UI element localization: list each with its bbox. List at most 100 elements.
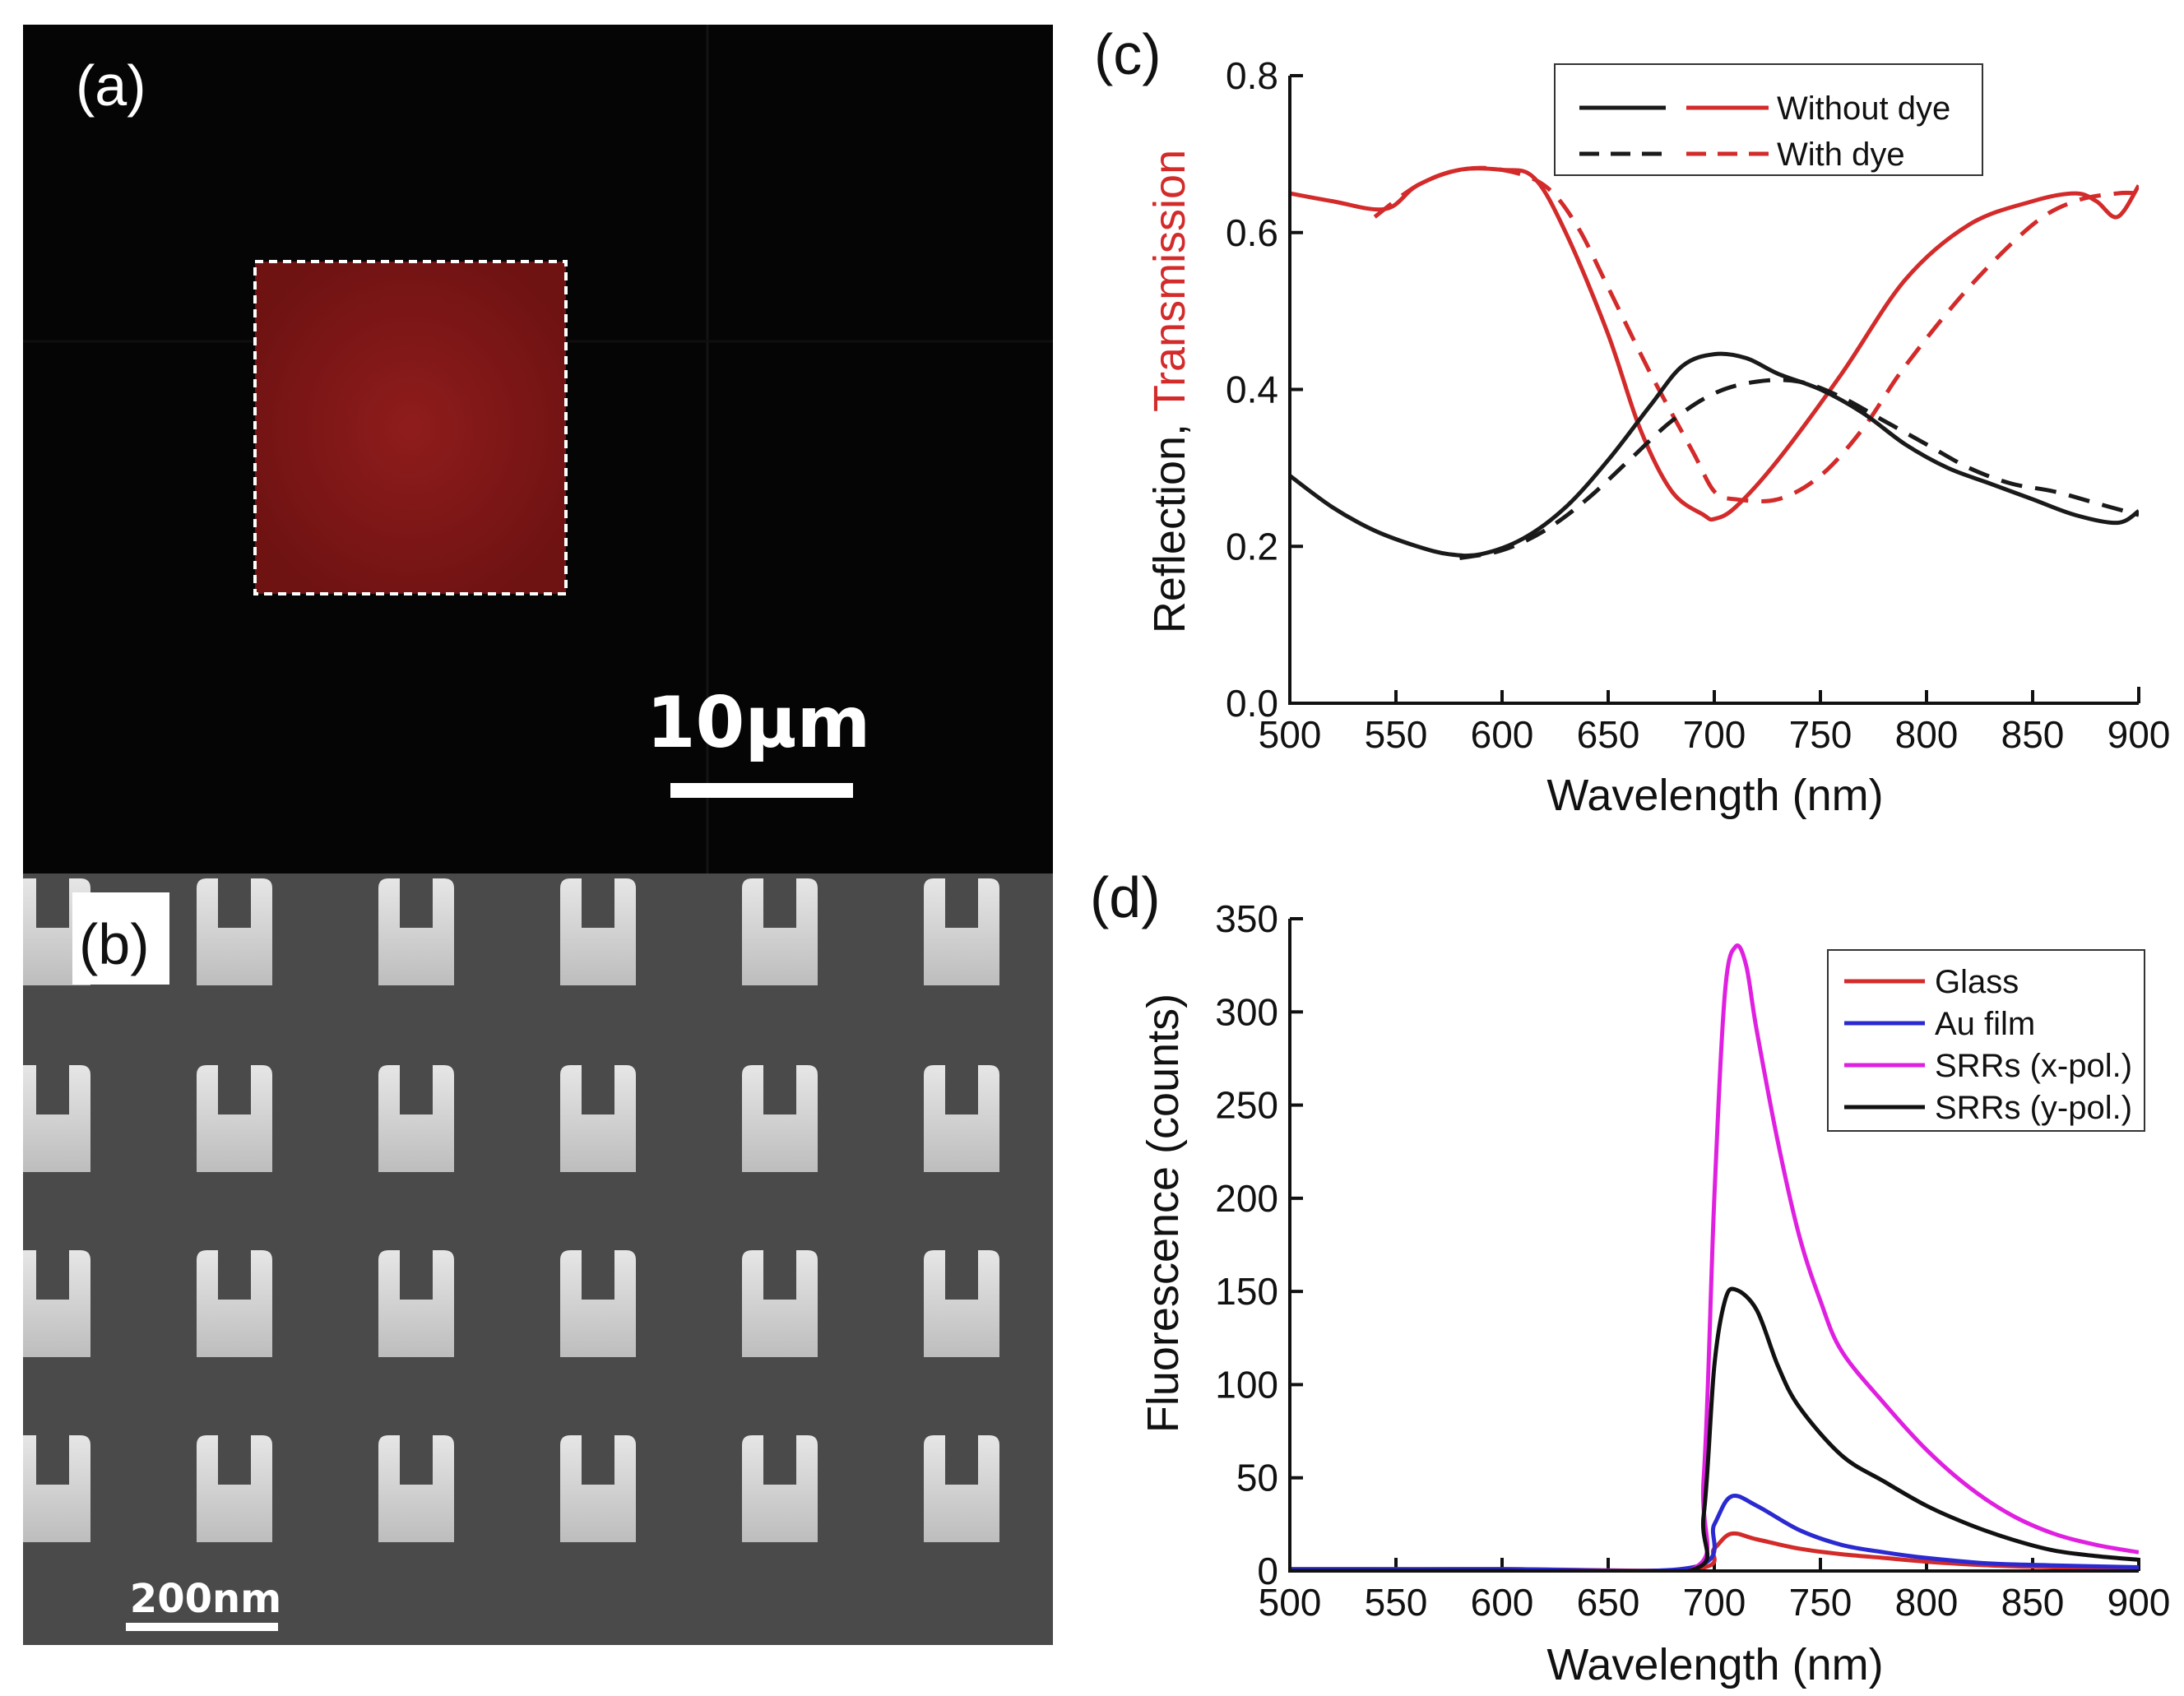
srr-element: [742, 1065, 818, 1172]
x-tick-label: 750: [1789, 1581, 1852, 1624]
panel-a: (a) 10μm: [23, 25, 1053, 873]
chart-d-y-axis-title: Fluorescence (counts): [1138, 994, 1188, 1433]
srr-element: [23, 1435, 90, 1542]
x-tick-label: 800: [1895, 713, 1959, 756]
srr-element: [197, 1250, 272, 1357]
x-tick-label: 650: [1577, 713, 1640, 756]
series-line-reflection-with-dye: [1458, 378, 2139, 561]
y-tick-label: 200: [1215, 1177, 1278, 1220]
srr-element: [924, 878, 999, 985]
series-line-transmission-with-dye: [1373, 165, 2139, 504]
chart-c-y-title-mask: [1162, 74, 1203, 123]
y-tick-label: 0.4: [1226, 368, 1278, 411]
chart-c-y-title-transmission: Transmission: [1145, 150, 1194, 412]
chart-d-panel-label: (d): [1090, 865, 1161, 929]
panel-b-label-box: [72, 892, 169, 985]
legend-c-label-with-dye: With dye: [1777, 137, 1905, 173]
chart-c-y-title-reflection: Reflection,: [1145, 412, 1194, 633]
x-tick-label: 700: [1683, 713, 1746, 756]
legend-d-label: SRRs (y-pol.): [1935, 1090, 2132, 1126]
srr-element: [378, 1065, 454, 1172]
chart-c-x-axis-title: Wavelength (nm): [1546, 771, 1883, 820]
srr-element: [560, 1065, 636, 1172]
series-line-srrs-y-pol: [1290, 1286, 2139, 1570]
chart-c-panel-label: (c): [1094, 22, 1162, 86]
srr-element: [23, 1250, 90, 1357]
srr-element: [378, 1250, 454, 1357]
y-tick-label: 100: [1215, 1363, 1278, 1406]
chart-d-y-ticks: 0 50 100 150 200 250 300 350: [1215, 897, 1303, 1592]
srr-element: [742, 878, 818, 985]
series-line-transmission-without-dye: [1289, 166, 2139, 522]
x-tick-label: 900: [2107, 1581, 2171, 1624]
chart-c-series: [1288, 165, 2139, 561]
srr-array: [23, 878, 999, 1542]
x-tick-label: 750: [1789, 713, 1852, 756]
chart-c-axes: [1288, 76, 2139, 705]
chart-c-legend-box: [1554, 63, 1983, 176]
legend-d-label: Au film: [1935, 1006, 2035, 1042]
y-tick-label: 0.2: [1226, 525, 1278, 568]
fluorescent-square: [255, 262, 566, 594]
srr-element: [742, 1250, 818, 1357]
x-tick-label: 850: [2001, 713, 2065, 756]
y-tick-label: 0.6: [1226, 211, 1278, 254]
x-tick-label: 500: [1259, 713, 1322, 756]
y-tick-label: 0.8: [1226, 54, 1278, 97]
srr-element: [23, 1065, 90, 1172]
y-tick-label: 250: [1215, 1084, 1278, 1127]
chart-d-x-axis-title: Wavelength (nm): [1546, 1640, 1883, 1689]
y-tick-label: 300: [1215, 990, 1278, 1033]
scale-bar-a: [670, 783, 853, 798]
series-line-reflection-without-dye: [1288, 351, 2139, 558]
chart-c-legend: Without dye With dye: [1554, 63, 1983, 176]
scale-bar-label-b: 200nm: [130, 1576, 281, 1622]
y-tick-label: 350: [1215, 897, 1278, 940]
panel-a-label: (a): [76, 53, 146, 118]
srr-element: [924, 1065, 999, 1172]
chart-d-legend-entries: Glass Au film SRRs (x-pol.) SRRs (y-pol.): [1844, 964, 2132, 1126]
x-tick-label: 900: [2107, 713, 2171, 756]
srr-element: [742, 1435, 818, 1542]
srr-element: [924, 1250, 999, 1357]
srr-element: [378, 878, 454, 985]
srr-element: [560, 1250, 636, 1357]
y-tick-label: 50: [1236, 1457, 1278, 1499]
dashed-region-outline: [253, 260, 568, 595]
srr-element: [197, 1435, 272, 1542]
x-tick-label: 850: [2001, 1581, 2065, 1624]
chart-d-x-ticks: 500 550 600 650 700 750 800 850 900: [1259, 1558, 2171, 1624]
scale-bar-b: [126, 1623, 278, 1631]
x-tick-label: 500: [1259, 1581, 1322, 1624]
srr-element: [924, 1435, 999, 1542]
y-tick-label: 150: [1215, 1270, 1278, 1313]
chart-c: (c) 0.0 0.2 0.4 0.6 0.8 500 550 600 650 700 750 80…: [1094, 22, 2170, 820]
x-tick-label: 550: [1365, 713, 1428, 756]
srr-element: [560, 1435, 636, 1542]
chart-d: (d) 0 50 100 150 200 250 300 350 500 550 600 650 70…: [1090, 865, 2170, 1689]
legend-d-label: SRRs (x-pol.): [1935, 1048, 2132, 1084]
series-line-srrs-x-pol: [1290, 943, 2139, 1570]
x-tick-label: 800: [1895, 1581, 1959, 1624]
scale-bar-label-a: 10μm: [647, 682, 871, 764]
panel-b-label: (b): [79, 912, 150, 976]
srr-element: [560, 878, 636, 985]
x-tick-label: 600: [1471, 713, 1534, 756]
x-tick-label: 650: [1577, 1581, 1640, 1624]
y-tick-label: 0.0: [1226, 682, 1278, 725]
srr-element: [197, 1065, 272, 1172]
chart-d-axes: [1288, 919, 2139, 1573]
srr-element: [197, 878, 272, 985]
x-tick-label: 700: [1683, 1581, 1746, 1624]
srr-element: [378, 1435, 454, 1542]
legend-c-label-without-dye: Without dye: [1777, 90, 1950, 127]
panel-b-background: [23, 873, 1053, 1645]
legend-d-label: Glass: [1935, 964, 2019, 1000]
chart-c-y-ticks: 0.0 0.2 0.4 0.6 0.8: [1226, 54, 1303, 725]
x-tick-label: 600: [1471, 1581, 1534, 1624]
x-tick-label: 550: [1365, 1581, 1428, 1624]
chart-c-y-axis-title: Reflection, Transmission: [1145, 150, 1194, 633]
y-tick-label: 0: [1257, 1550, 1278, 1592]
panel-b: (b) 200nm: [23, 873, 1053, 1645]
chart-d-legend: Glass Au film SRRs (x-pol.) SRRs (y-pol.): [1827, 949, 2145, 1132]
